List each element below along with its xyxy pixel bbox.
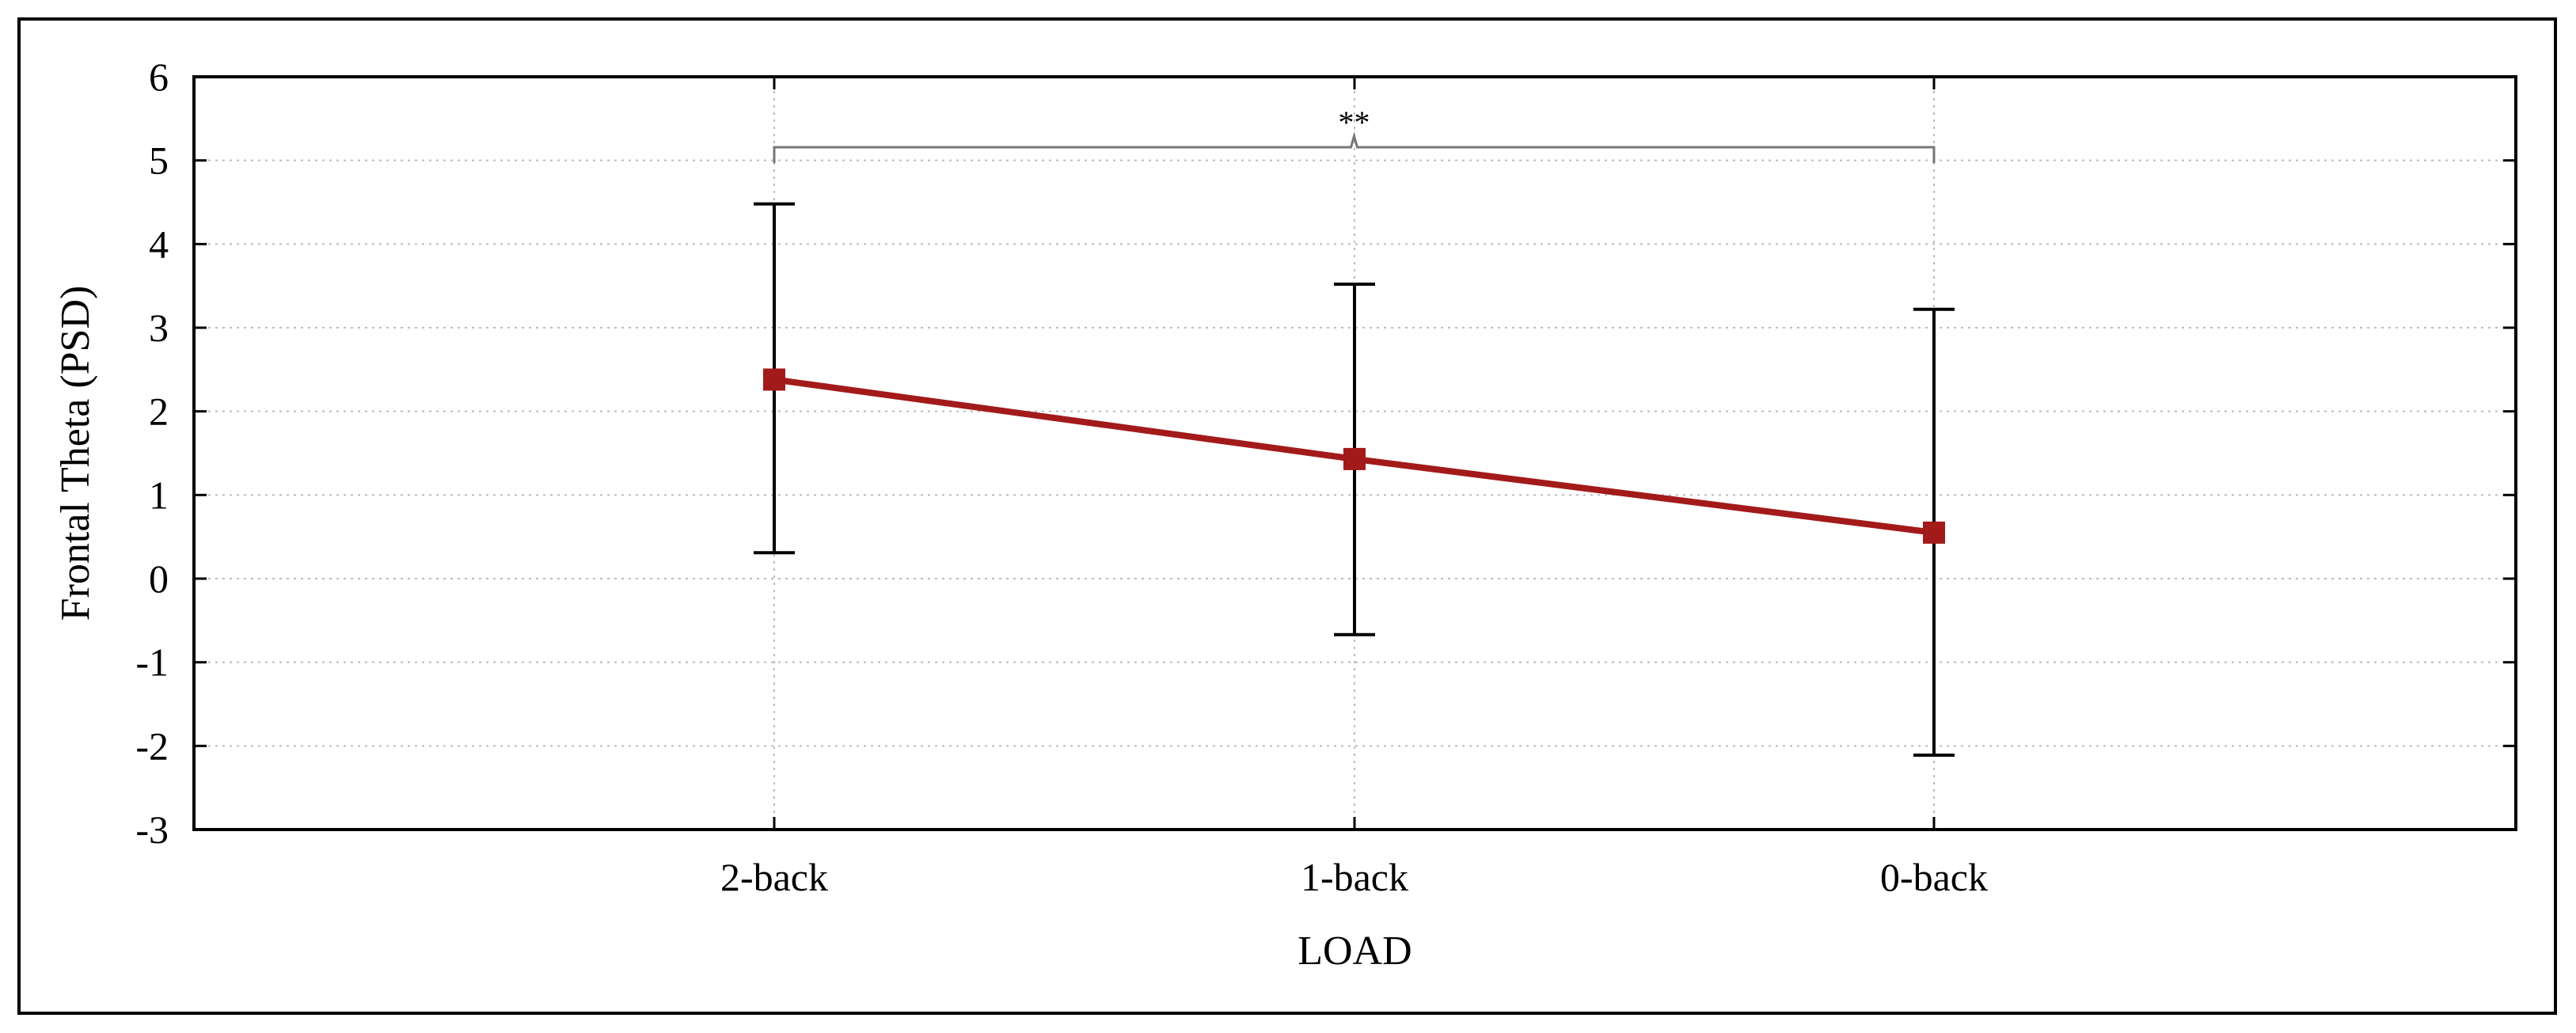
y-tick-label: -3 bbox=[135, 807, 169, 852]
axes: -3 -2 -1 0 1 2 3 4 5 6 2-back 1-back 0-back bbox=[135, 55, 2516, 899]
data-point-2-back bbox=[763, 368, 785, 391]
x-tick-label: 2-back bbox=[720, 855, 828, 899]
series bbox=[763, 368, 1945, 544]
y-tick-label: 0 bbox=[149, 556, 169, 601]
y-tick-label: 4 bbox=[149, 222, 169, 266]
y-tick-label: -1 bbox=[135, 640, 169, 685]
y-tick-label: 5 bbox=[149, 139, 169, 183]
y-axis-label: Frontal Theta (PSD) bbox=[53, 286, 98, 621]
error-bars bbox=[754, 202, 1955, 757]
significance-bracket-line bbox=[773, 131, 1936, 163]
grid-lines bbox=[194, 77, 2516, 830]
y-tick-label: -2 bbox=[135, 723, 169, 768]
x-tick-label: 1-back bbox=[1301, 855, 1408, 899]
y-tick-label: 6 bbox=[149, 55, 169, 99]
data-point-0-back bbox=[1923, 521, 1945, 544]
y-tick-label: 3 bbox=[149, 306, 169, 350]
significance-label: ** bbox=[1339, 104, 1370, 140]
y-tick-label: 2 bbox=[149, 389, 169, 434]
outer-frame bbox=[17, 17, 2557, 1015]
significance-bracket: ** bbox=[773, 104, 1936, 163]
x-axis-label: LOAD bbox=[1297, 929, 1411, 974]
x-tick-label: 0-back bbox=[1880, 855, 1988, 899]
data-point-1-back bbox=[1343, 447, 1366, 470]
y-tick-label: 1 bbox=[149, 473, 169, 517]
